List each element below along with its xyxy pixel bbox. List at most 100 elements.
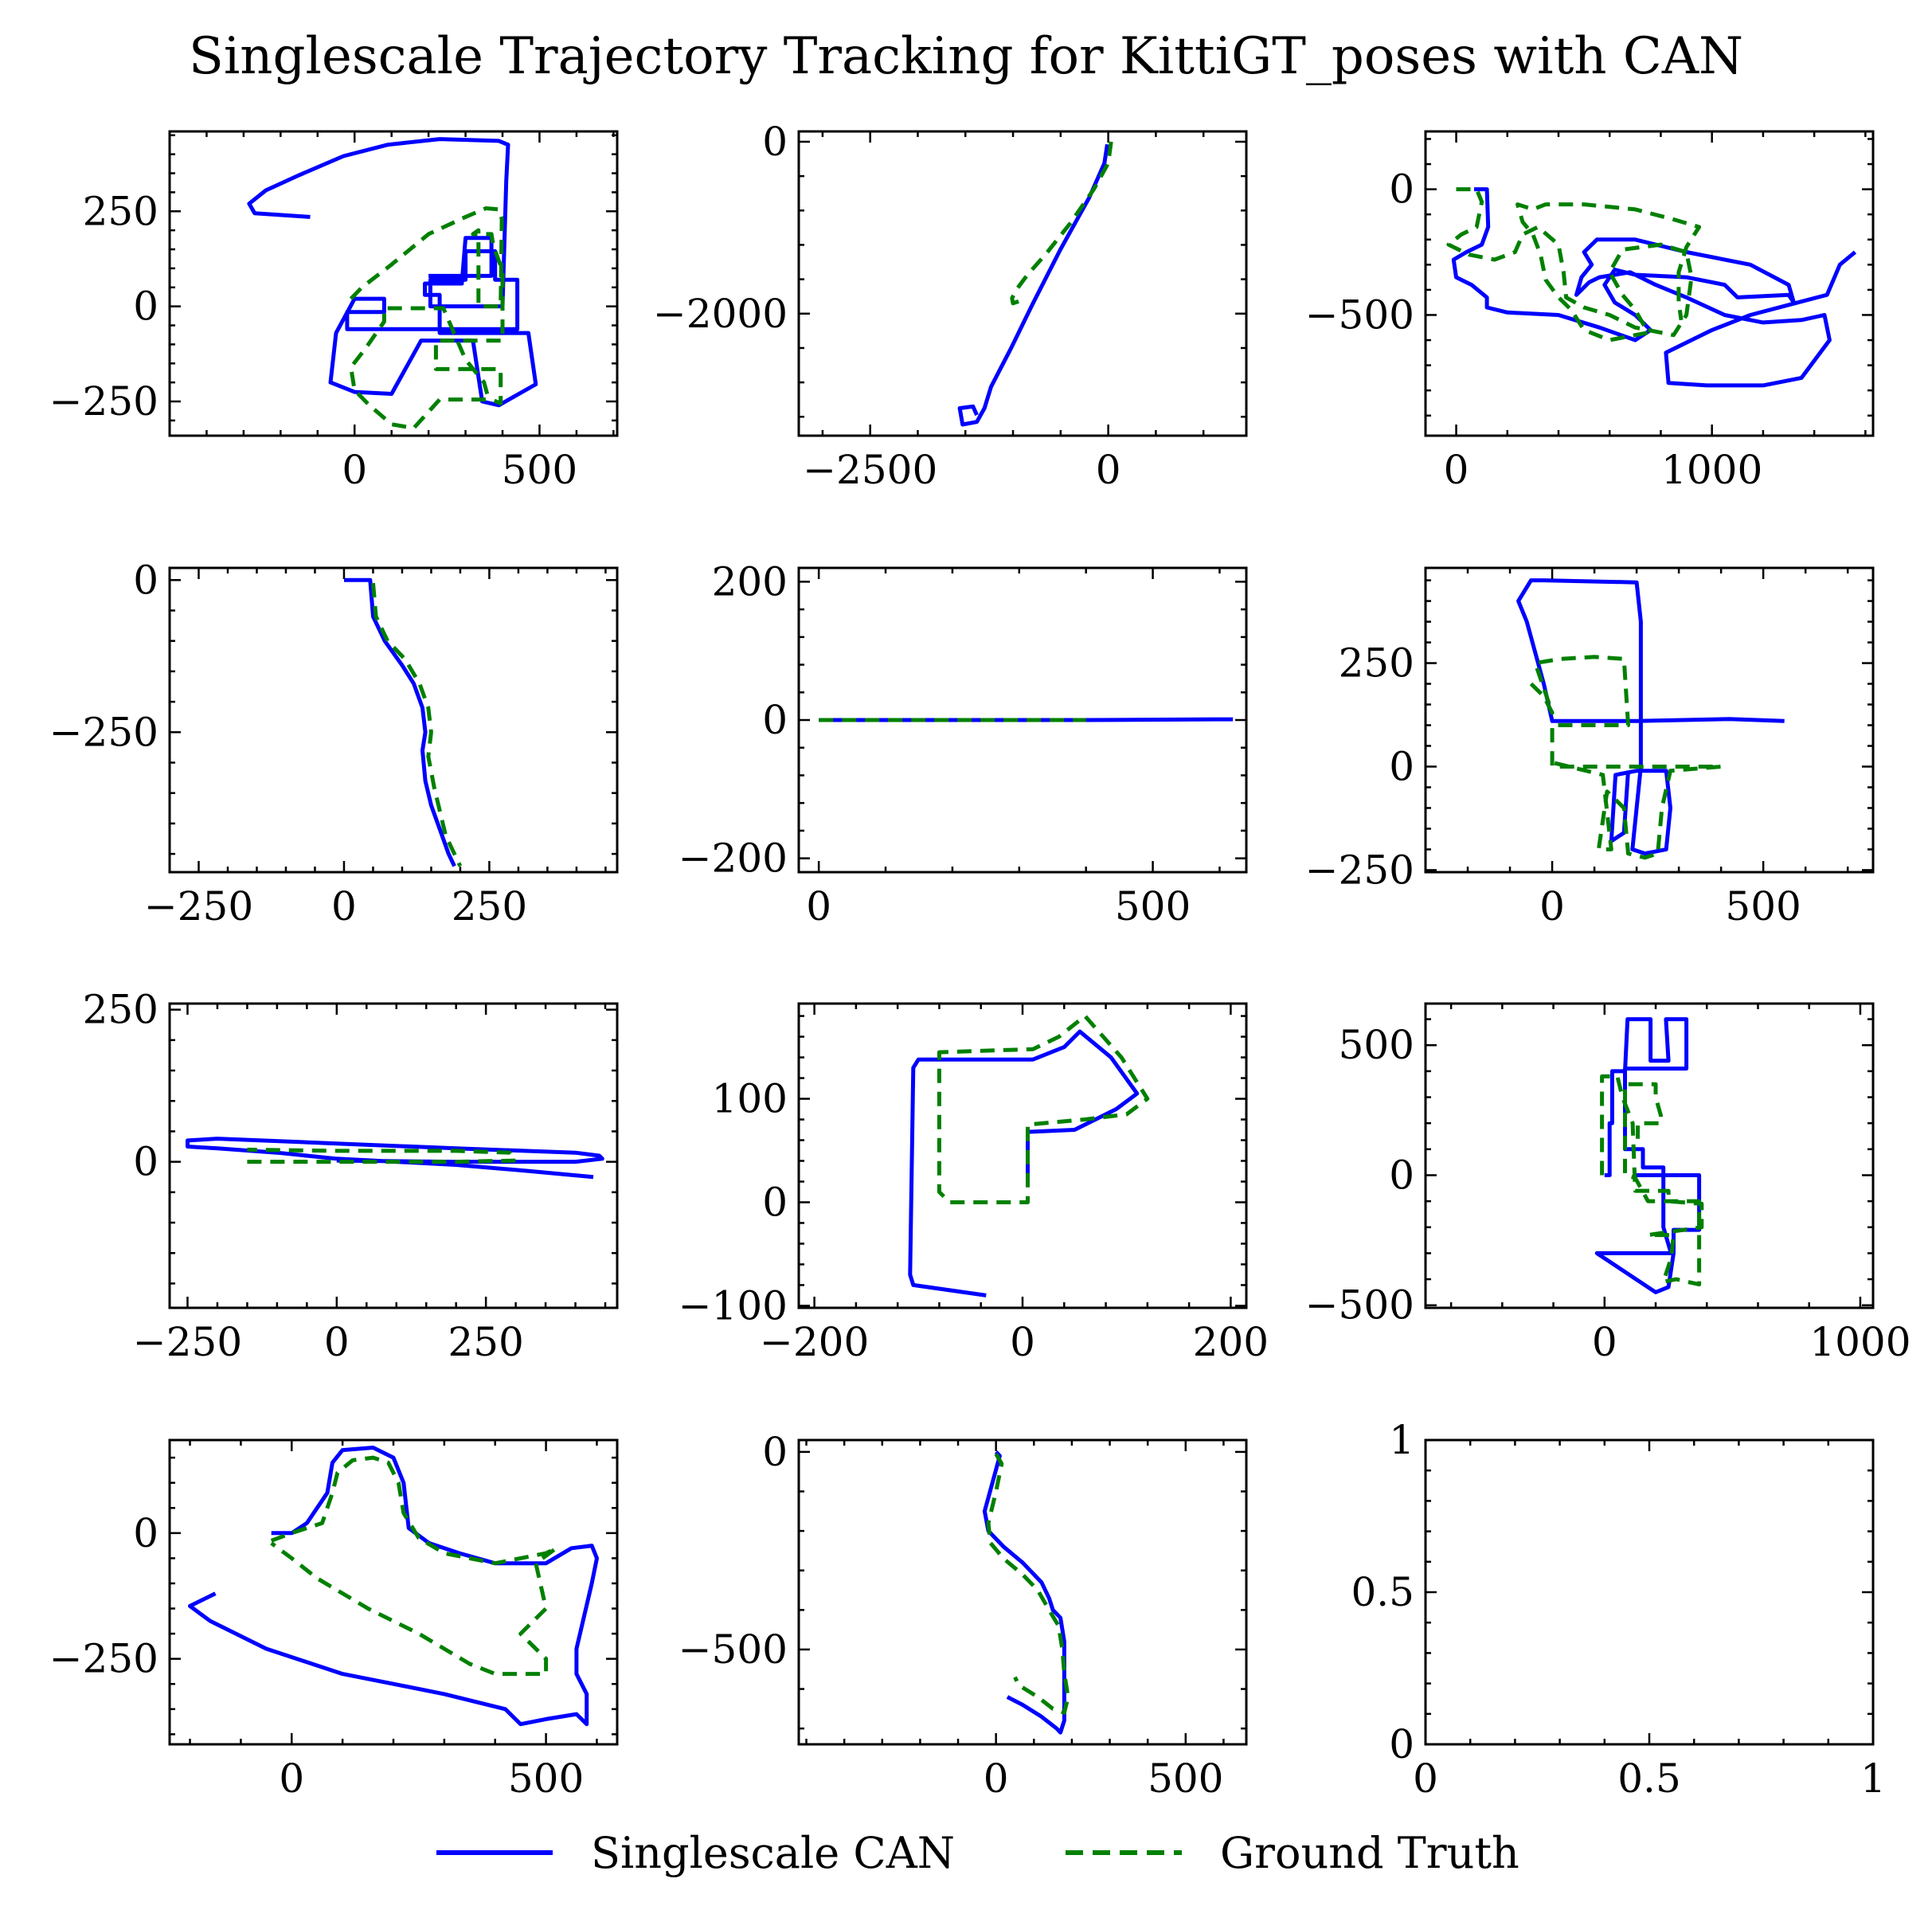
tick-marks: [168, 568, 617, 872]
y-tick-label: −500: [679, 1626, 788, 1673]
axes-frame: [168, 130, 619, 437]
x-tick-label: 1: [1860, 1755, 1886, 1802]
subplot-5: 0 500 −200 0 200: [679, 558, 1248, 930]
subplot-1: 0 500 −250 0 250: [49, 130, 619, 493]
y-tick-label: 100: [712, 1076, 788, 1122]
tick-marks: [799, 1004, 1246, 1308]
series-line-ground-truth: [1600, 1074, 1704, 1287]
x-tick-label: 0: [1413, 1755, 1438, 1802]
tick-marks: [1424, 1438, 1875, 1746]
x-tick-label: −250: [144, 883, 253, 930]
x-tick-label: 0: [806, 883, 831, 930]
y-tick-label: 200: [712, 558, 788, 605]
x-tick-label: 0: [1592, 1319, 1617, 1365]
x-tick-label: 200: [1193, 1319, 1269, 1365]
y-tick-label: −200: [679, 836, 788, 882]
subplot-8: −200 0 200 −100 0 100: [679, 1002, 1269, 1365]
legend: Singlescale CAN Ground Truth: [436, 1828, 1519, 1878]
y-tick-label: 250: [83, 987, 158, 1033]
series-line-ground-truth: [1446, 187, 1702, 342]
series-line-ground-truth: [937, 1014, 1150, 1204]
series-line-ground-truth: [1529, 655, 1723, 860]
tick-marks: [168, 131, 617, 436]
x-tick-label: 250: [448, 1319, 523, 1365]
y-tick-label: 0: [762, 1179, 788, 1225]
x-tick-label: 1000: [1661, 447, 1762, 493]
axes-frame: [797, 130, 1248, 437]
y-tick-label: −500: [1305, 1282, 1414, 1329]
x-tick-label: 1000: [1809, 1319, 1910, 1365]
tick-marks: [1426, 1004, 1873, 1308]
legend-label-singlescale-can: Singlescale CAN: [591, 1828, 955, 1878]
y-tick-label: −250: [1305, 847, 1414, 893]
axes-frame: [1424, 1002, 1875, 1309]
x-tick-label: 0: [324, 1319, 350, 1365]
y-tick-label: −250: [49, 1636, 158, 1682]
figure-title: Singlescale Trajectory Tracking for Kitt…: [189, 27, 1743, 86]
axes-frame: [168, 566, 619, 874]
tick-marks: [1424, 568, 1873, 872]
series-line-ground-truth: [270, 1455, 558, 1677]
y-tick-label: 0: [1389, 743, 1414, 789]
series-line-singlescale-can: [186, 1137, 604, 1180]
x-tick-label: 0: [342, 447, 367, 493]
x-tick-label: 0: [984, 1755, 1009, 1802]
y-tick-label: 500: [1339, 1022, 1414, 1068]
y-tick-label: 0: [1389, 166, 1414, 213]
x-tick-label: 0: [1010, 1319, 1035, 1365]
y-tick-label: 0: [133, 557, 158, 603]
tick-marks: [799, 131, 1246, 436]
y-tick-label: −2000: [653, 291, 788, 337]
tick-marks: [1426, 131, 1873, 436]
series-line-singlescale-can: [247, 137, 538, 408]
x-tick-label: −200: [760, 1319, 869, 1365]
y-tick-label: 1: [1389, 1417, 1414, 1463]
subplot-4: −250 0 250 −250 0: [49, 557, 619, 930]
y-tick-label: 0: [1389, 1721, 1414, 1767]
x-tick-label: −250: [133, 1319, 242, 1365]
axes-frame: [1424, 130, 1875, 437]
x-tick-label: −2500: [803, 447, 937, 493]
y-tick-label: 0: [1389, 1152, 1414, 1198]
x-tick-label: 250: [452, 883, 527, 930]
y-tick-label: 0: [762, 1429, 788, 1475]
subplot-10: 0 500 −250 0: [49, 1438, 619, 1802]
series-line-singlescale-can: [957, 143, 1109, 427]
x-tick-label: 0.5: [1617, 1755, 1681, 1802]
subplot-9: 0 1000 −500 0 500: [1305, 1002, 1911, 1365]
x-tick-label: 500: [1115, 883, 1191, 930]
axes-frame: [1424, 566, 1875, 874]
axes-frame: [168, 1002, 619, 1309]
x-tick-label: 0: [1444, 447, 1469, 493]
series-line-singlescale-can: [982, 1450, 1066, 1735]
x-tick-label: 500: [502, 447, 577, 493]
subplot-2: −2500 0 −2000 0: [653, 119, 1248, 493]
y-tick-label: 0: [133, 1139, 158, 1185]
y-tick-label: −250: [49, 709, 158, 755]
subplot-3: 0 1000 −500 0: [1305, 130, 1875, 493]
subplot-12: 0 0.5 1 0 0.5 1: [1351, 1417, 1885, 1802]
x-tick-label: 500: [1148, 1755, 1223, 1802]
tick-marks: [799, 568, 1246, 872]
y-tick-label: 0: [133, 284, 158, 330]
y-tick-label: 250: [1339, 640, 1414, 687]
x-tick-label: 500: [508, 1755, 584, 1802]
legend-label-ground-truth: Ground Truth: [1220, 1828, 1519, 1878]
series-line-singlescale-can: [819, 717, 1234, 722]
y-tick-label: −500: [1305, 292, 1414, 338]
tick-marks: [170, 1004, 617, 1308]
x-tick-label: 0: [1096, 447, 1121, 493]
x-tick-label: 500: [1725, 883, 1801, 930]
series-line-ground-truth: [986, 1453, 1070, 1715]
y-tick-label: 0: [762, 119, 788, 165]
series-line-ground-truth: [349, 206, 505, 430]
y-tick-label: 0: [762, 697, 788, 743]
x-tick-label: 0: [1539, 883, 1565, 930]
subplot-11: 0 500 −500 0: [679, 1429, 1248, 1802]
series-line-singlescale-can: [188, 1446, 599, 1727]
tick-marks: [799, 1440, 1246, 1744]
series-line-ground-truth: [371, 582, 463, 867]
